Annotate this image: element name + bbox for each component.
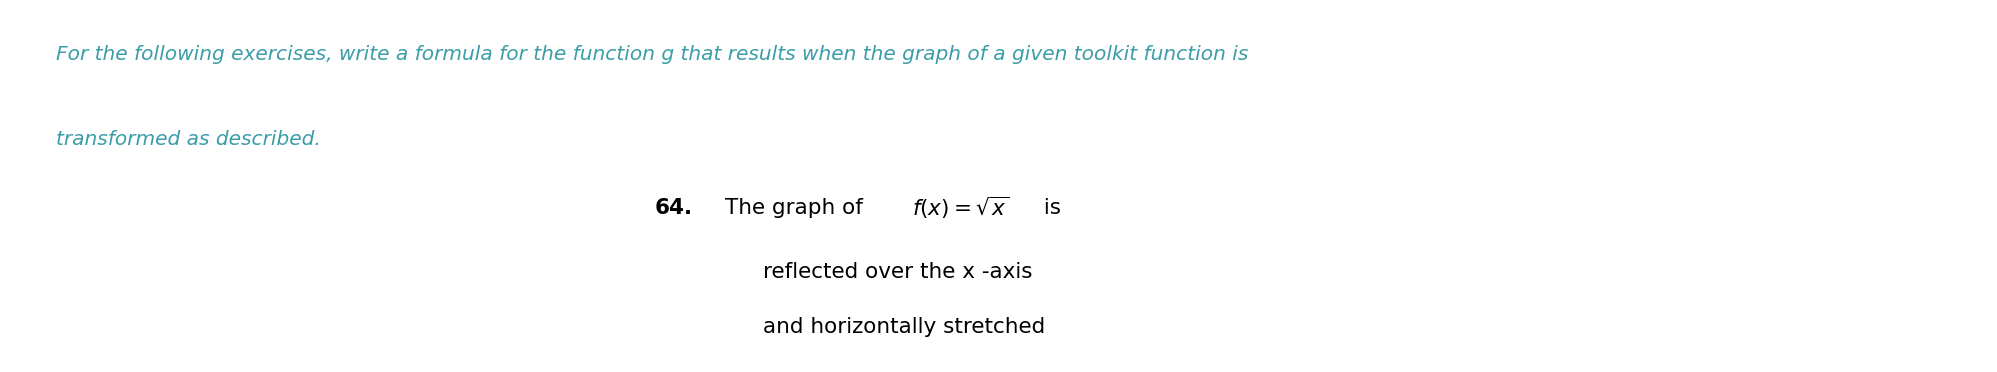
- Text: The graph of: The graph of: [725, 198, 869, 218]
- Text: is: is: [1036, 198, 1060, 218]
- Text: 64.: 64.: [655, 198, 693, 218]
- Text: $f(x) = \sqrt{x}$: $f(x) = \sqrt{x}$: [913, 195, 1008, 221]
- Text: transformed as described.: transformed as described.: [56, 130, 322, 149]
- Text: reflected over the x -axis: reflected over the x -axis: [763, 262, 1032, 282]
- Text: For the following exercises, write a formula for the function g that results whe: For the following exercises, write a for…: [56, 45, 1248, 64]
- Text: and horizontally stretched: and horizontally stretched: [763, 317, 1044, 337]
